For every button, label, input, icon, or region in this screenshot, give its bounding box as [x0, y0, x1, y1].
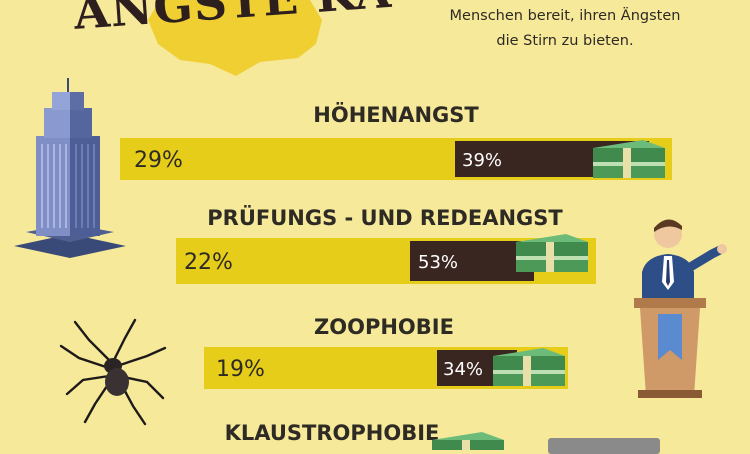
spider-icon — [59, 318, 167, 426]
money-stack-icon-0 — [593, 140, 665, 178]
category-label-2: ZOOPHOBIE — [314, 315, 454, 339]
bar-dark-1 — [410, 241, 534, 281]
map-silhouette — [148, 0, 322, 76]
money-stack-icon-1 — [516, 234, 588, 272]
data-label-before-1: 22% — [184, 250, 233, 275]
data-label-after-1: 53% — [418, 252, 458, 273]
intro-text: Menschen bereit, ihren Ängsten die Stirn… — [430, 4, 700, 54]
category-label-3: KLAUSTROPHOBIE — [225, 421, 440, 445]
data-label-before-0: 29% — [134, 148, 183, 173]
speaker-at-podium-icon — [634, 219, 727, 398]
intro-line-1: Menschen bereit, ihren Ängsten — [449, 8, 681, 24]
money-stack-icon-3 — [432, 432, 504, 450]
money-stack-icon-2 — [493, 348, 565, 386]
data-label-before-2: 19% — [216, 357, 265, 382]
data-label-after-2: 34% — [443, 359, 483, 380]
intro-line-2: die Stirn zu bieten. — [496, 33, 634, 49]
category-label-0: HÖHENANGST — [313, 102, 479, 127]
category-label-1: PRÜFUNGS - UND REDEANGST — [207, 205, 563, 230]
data-label-after-0: 39% — [462, 150, 502, 171]
skyscraper-icon — [14, 78, 126, 258]
